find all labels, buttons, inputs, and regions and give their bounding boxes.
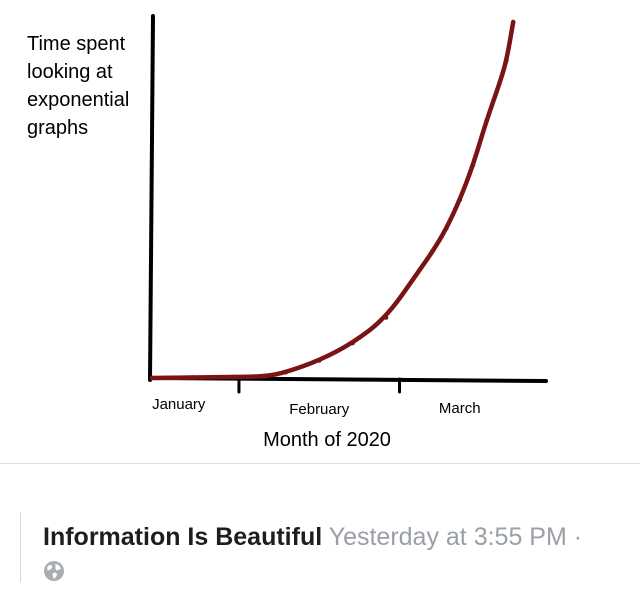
- post-timestamp[interactable]: Yesterday at 3:55 PM: [328, 523, 567, 551]
- series-line: [149, 19, 516, 381]
- data-point: [457, 197, 462, 203]
- y-axis-label-line: exponential: [27, 89, 129, 111]
- data-point: [230, 374, 235, 380]
- x-tick-label: March: [439, 400, 481, 417]
- globe-icon: [43, 557, 65, 591]
- y-axis-label-line: Time spent: [27, 33, 126, 55]
- data-point: [317, 358, 322, 363]
- data-point: [283, 370, 288, 375]
- y-axis-label-line: graphs: [27, 117, 88, 139]
- post-author-link[interactable]: Information Is Beautiful: [43, 523, 323, 551]
- exponential-chart: Time spent looking at exponential graphs Ja…: [27, 14, 548, 451]
- data-point: [497, 80, 503, 85]
- x-tick-label: January: [152, 396, 206, 413]
- data-point: [504, 57, 509, 63]
- x-axis-label: Month of 2020: [263, 429, 391, 451]
- meta-separator: ·: [573, 523, 583, 551]
- y-axis: [148, 14, 155, 382]
- y-axis-label: Time spent looking at exponential graphs: [27, 33, 129, 139]
- data-point: [350, 340, 355, 346]
- post-meta-line: Information Is Beautiful Yesterday at 3:…: [43, 520, 603, 591]
- data-point: [444, 226, 449, 231]
- data-point: [511, 19, 516, 25]
- y-axis-label-line: looking at: [27, 61, 113, 83]
- x-axis-ticks: [237, 377, 402, 394]
- series-group: [149, 19, 516, 381]
- data-point: [470, 162, 476, 168]
- x-tick-label: February: [289, 401, 350, 418]
- data-point: [383, 315, 389, 320]
- data-point: [149, 375, 155, 381]
- data-point: [417, 267, 422, 273]
- post-meta: Information Is Beautiful Yesterday at 3:…: [20, 512, 621, 582]
- data-point: [263, 374, 268, 379]
- chart-card: Time spent looking at exponential graphs Ja…: [0, 14, 640, 464]
- data-point: [189, 375, 195, 380]
- x-axis-tick-labels: January February March: [152, 396, 480, 418]
- data-point: [430, 248, 436, 254]
- data-point: [484, 118, 489, 123]
